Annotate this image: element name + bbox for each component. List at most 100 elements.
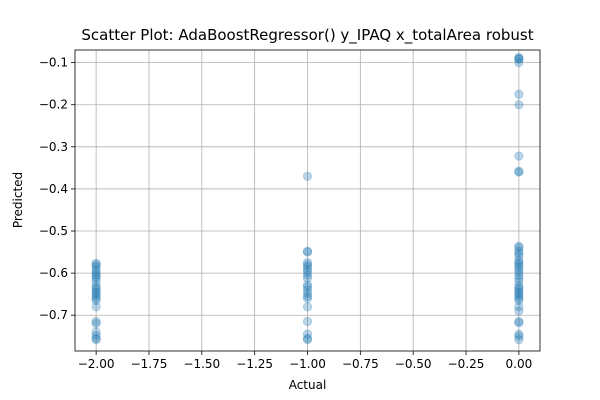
- scatter-point: [302, 293, 313, 303]
- scatter-point: [91, 333, 101, 343]
- scatter-point: [514, 151, 524, 161]
- scatter-point: [514, 243, 524, 253]
- scatter-point: [514, 58, 524, 68]
- scatter-point: [91, 291, 101, 301]
- scatter-point: [514, 316, 524, 327]
- scatter-point: [91, 330, 101, 341]
- scatter-point: [514, 260, 524, 270]
- scatter-point: [514, 287, 524, 297]
- scatter-point: [514, 291, 524, 301]
- scatter-point: [514, 283, 524, 293]
- scatter-point: [302, 273, 313, 283]
- scatter-point: [514, 255, 524, 266]
- scatter-point: [514, 285, 524, 295]
- scatter-point: [91, 287, 101, 297]
- y-tick-label: −0.1: [39, 56, 68, 70]
- scatter-point: [514, 302, 524, 312]
- scatter-point: [91, 267, 101, 277]
- x-tick-label: −0.25: [448, 357, 485, 371]
- scatter-point: [91, 319, 101, 329]
- scatter-point: [514, 306, 524, 316]
- data-points: [91, 52, 524, 345]
- scatter-point: [514, 246, 524, 256]
- scatter-point: [514, 262, 524, 272]
- scatter-point: [514, 318, 524, 328]
- scatter-point: [514, 257, 524, 268]
- y-tick-label: −0.2: [39, 98, 68, 112]
- y-tick-label: −0.5: [39, 224, 68, 238]
- scatter-point: [514, 166, 524, 176]
- scatter-point: [302, 329, 313, 339]
- scatter-point: [91, 283, 101, 293]
- scatter-point: [514, 293, 524, 303]
- x-tick-label: −0.75: [342, 357, 379, 371]
- scatter-point: [91, 295, 101, 306]
- scatter-point: [91, 293, 101, 303]
- x-axis-label: Actual: [289, 378, 327, 392]
- scatter-point: [91, 335, 101, 345]
- scatter-point: [91, 285, 101, 295]
- scatter-point: [514, 273, 524, 283]
- scatter-point: [302, 262, 313, 272]
- scatter-point: [91, 302, 101, 312]
- scatter-point: [302, 265, 313, 275]
- scatter-point: [514, 89, 524, 99]
- x-tick-label: −0.50: [395, 357, 432, 371]
- x-tick-label: −1.00: [289, 357, 326, 371]
- scatter-point: [302, 288, 313, 298]
- scatter-point: [514, 267, 524, 277]
- scatter-point: [514, 54, 524, 64]
- x-tick-label: −2.00: [78, 357, 115, 371]
- scatter-point: [91, 269, 101, 279]
- y-tick-label: −0.7: [39, 308, 68, 322]
- scatter-point: [514, 270, 524, 280]
- y-tick-label: −0.4: [39, 182, 68, 196]
- scatter-point: [514, 281, 524, 291]
- chart-title: Scatter Plot: AdaBoostRegressor() y_IPAQ…: [81, 26, 533, 45]
- scatter-point: [514, 265, 524, 275]
- scatter-point: [302, 267, 313, 277]
- scatter-point: [302, 285, 313, 295]
- scatter-point: [302, 260, 313, 270]
- scatter-point: [302, 316, 313, 327]
- scatter-point: [91, 281, 101, 291]
- scatter-point: [302, 302, 313, 312]
- x-tick-label: −1.25: [236, 357, 273, 371]
- scatter-point: [514, 335, 524, 345]
- scatter-point: [91, 327, 101, 337]
- scatter-point: [302, 291, 313, 301]
- scatter-point: [514, 331, 524, 341]
- x-tick-label: −1.50: [183, 357, 220, 371]
- scatter-point: [514, 241, 524, 251]
- scatter-point: [514, 276, 524, 287]
- scatter-point: [514, 53, 524, 64]
- scatter-point: [91, 276, 101, 287]
- y-axis-label: Predicted: [11, 172, 25, 228]
- scatter-point: [91, 316, 101, 327]
- scatter-point: [302, 270, 313, 280]
- scatter-point: [91, 262, 101, 272]
- scatter-point: [302, 257, 313, 268]
- x-axis-ticks: −2.00 −1.75 −1.50 −1.25 −1.00 −0.75 −0.50 −0.25…: [78, 351, 532, 371]
- scatter-point: [91, 260, 101, 270]
- scatter-point: [514, 248, 524, 258]
- scatter-point: [514, 100, 524, 110]
- scatter-point: [302, 247, 313, 257]
- scatter-point: [91, 265, 101, 275]
- scatter-point: [91, 273, 101, 283]
- scatter-point: [302, 246, 313, 256]
- grid-lines: [75, 50, 540, 351]
- scatter-point: [514, 289, 524, 299]
- scatter-point: [302, 333, 313, 343]
- scatter-point: [514, 295, 524, 306]
- scatter-point: [91, 271, 101, 282]
- scatter-point: [91, 258, 101, 269]
- scatter-point: [514, 167, 524, 177]
- scatter-point: [302, 171, 313, 181]
- scatter-point: [302, 282, 313, 292]
- scatter-point: [302, 280, 313, 290]
- scatter-point: [91, 289, 101, 299]
- y-axis-ticks: −0.1 −0.2 −0.3 −0.4 −0.5 −0.6 −0.7: [39, 56, 75, 322]
